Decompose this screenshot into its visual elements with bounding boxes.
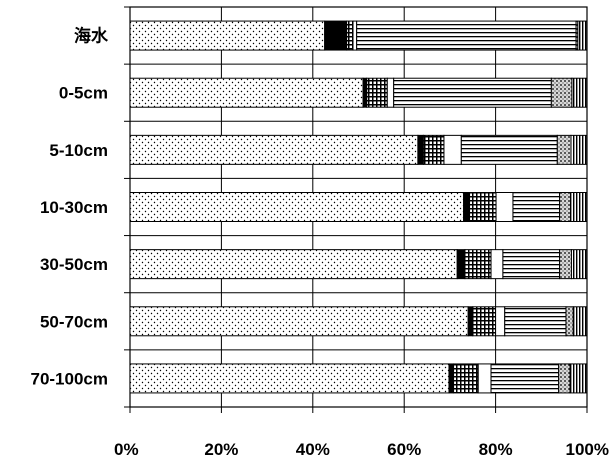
bar-segment-fine-dots — [129, 306, 469, 337]
bar-segment-solid-black — [456, 249, 466, 280]
category-label: 30-50cm — [40, 255, 108, 274]
x-tick-label: 60% — [387, 440, 421, 459]
bar-segment-vertical-lines — [571, 77, 588, 108]
bar-segment-coarse-dots — [550, 77, 573, 108]
bar-segment-coarse-dots — [556, 134, 572, 165]
category-label: 5-10cm — [49, 141, 108, 160]
bar-segment-solid-black — [463, 192, 471, 222]
bars — [129, 20, 588, 394]
bar-segment-grid — [464, 249, 492, 280]
bar-segment-horizontal-lines — [502, 249, 561, 280]
category-label: 0-5cm — [59, 84, 108, 103]
bar-segment-white — [443, 134, 462, 165]
bar-segment-white — [495, 192, 514, 222]
bar-segment-solid-black — [324, 20, 348, 51]
bar-segment-grid — [453, 363, 479, 394]
bar-segment-horizontal-lines — [356, 20, 577, 51]
bar-segment-fine-dots — [129, 134, 419, 165]
bar-segment-grid — [346, 20, 354, 51]
bar-segment-horizontal-lines — [504, 306, 567, 337]
bar-segment-vertical-lines — [570, 192, 588, 222]
bar-segment-fine-dots — [129, 363, 450, 394]
category-label: 海水 — [74, 26, 109, 46]
bar-segment-coarse-dots — [559, 249, 572, 280]
bar-segment-fine-dots — [129, 192, 465, 222]
bar-segment-fine-dots — [129, 249, 458, 280]
bar-segment-vertical-lines — [569, 363, 588, 394]
category-label: 70-100cm — [30, 369, 108, 388]
bar-segment-grid — [472, 306, 497, 337]
bar-segment-grid — [469, 192, 497, 222]
bar-segment-vertical-lines — [572, 306, 588, 337]
x-tick-label: 0% — [114, 440, 139, 459]
bar-segment-white — [490, 249, 504, 280]
x-tick-label: 40% — [296, 440, 330, 459]
x-tick-label: 100% — [566, 440, 609, 459]
bar-segment-horizontal-lines — [490, 363, 560, 394]
bar-segment-grid — [422, 134, 445, 165]
bar-segment-horizontal-lines — [460, 134, 558, 165]
category-label: 50-70cm — [40, 312, 108, 331]
x-tick-labels: 0% 20% 40% 60% 80% 100% — [114, 440, 609, 459]
category-labels: 海水 0-5cm 5-10cm 10-30cm 30-50cm 50-70cm 70-100… — [30, 26, 109, 389]
bar-segment-vertical-lines — [577, 20, 588, 51]
bar-segment-vertical-lines — [570, 249, 588, 280]
category-label: 10-30cm — [40, 198, 108, 217]
gridlines — [124, 6, 588, 413]
bar-segment-white — [352, 20, 358, 51]
bar-segment-coarse-dots — [559, 192, 572, 222]
bar-segment-white — [495, 306, 506, 337]
bar-segment-horizontal-lines — [393, 77, 552, 108]
bar-segment-solid-black — [417, 134, 424, 165]
bar-segment-fine-dots — [129, 77, 364, 108]
bar-segment-solid-black — [467, 306, 474, 337]
bar-segment-white — [386, 77, 395, 108]
bar-segment-horizontal-lines — [512, 192, 561, 222]
bar-segment-coarse-dots — [558, 363, 571, 394]
x-tick-label: 80% — [479, 440, 513, 459]
bar-segment-solid-black — [448, 363, 455, 394]
x-tick-label: 20% — [204, 440, 238, 459]
bar-segment-fine-dots — [129, 20, 326, 51]
bar-segment-white — [477, 363, 492, 394]
bar-segment-vertical-lines — [570, 134, 588, 165]
bar-segment-grid — [366, 77, 388, 108]
bar-segment-solid-black — [362, 77, 368, 108]
bar-segment-coarse-dots — [565, 306, 574, 337]
